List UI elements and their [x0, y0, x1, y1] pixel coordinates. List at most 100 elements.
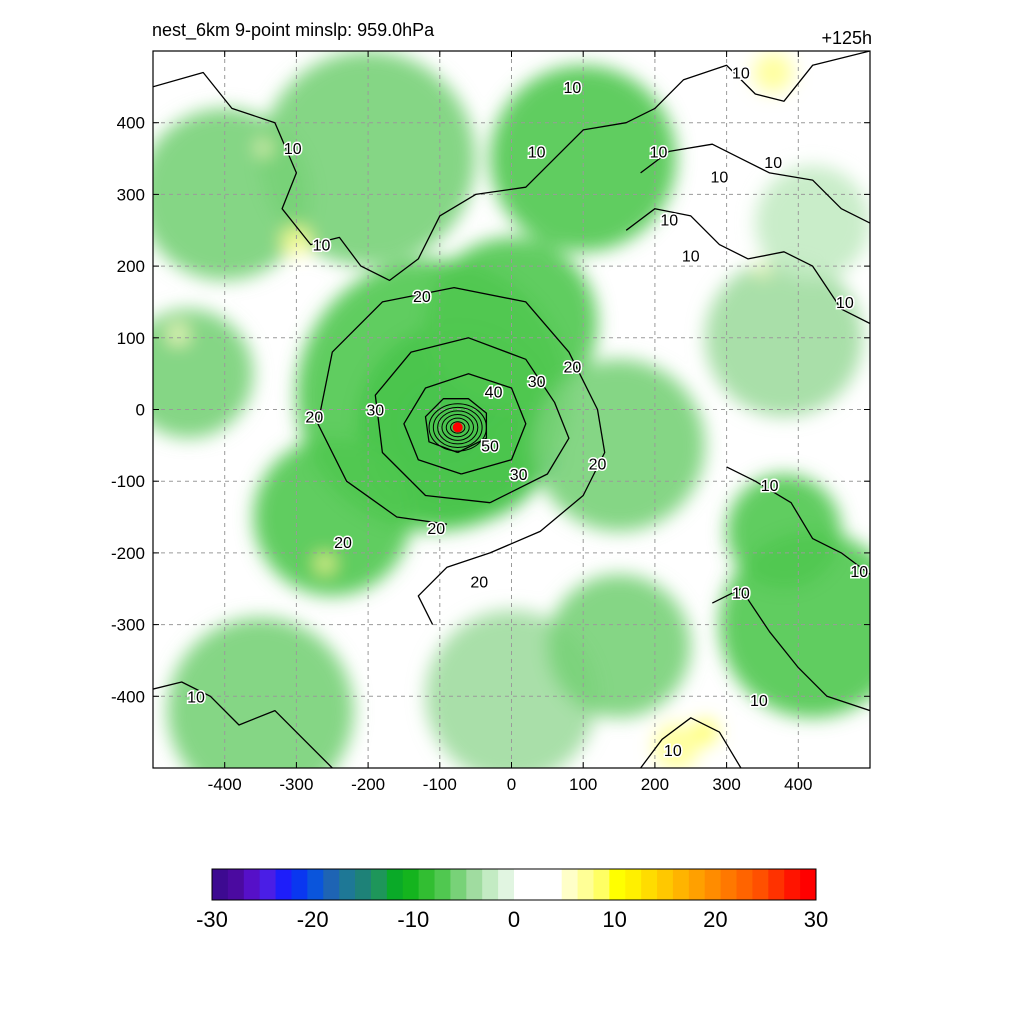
colorbar-swatch: [212, 869, 229, 900]
shading-blob: [282, 226, 311, 256]
colorbar: -30 -20 -10 0 10 20 30: [196, 868, 828, 932]
contour-label: 20: [427, 521, 445, 538]
colorbar-tick-label: -20: [297, 907, 329, 932]
colorbar-swatch: [529, 869, 547, 900]
shading-blob: [726, 474, 842, 589]
colorbar-swatch: [466, 869, 483, 900]
colorbar-swatch: [291, 869, 308, 900]
x-tick-label: 300: [712, 775, 740, 794]
contour-label: 20: [305, 410, 323, 427]
contour-line-50: [424, 398, 488, 454]
shading-blob: [692, 719, 718, 746]
colorbar-swatch: [275, 869, 292, 900]
colorbar-swatch: [450, 869, 467, 900]
colorbar-swatch: [752, 869, 769, 900]
contour-label: 10: [711, 169, 729, 186]
colorbar-swatch: [768, 869, 785, 900]
contour-label: 10: [660, 212, 678, 229]
colorbar-swatch: [704, 869, 722, 900]
shading-blob: [253, 438, 412, 596]
x-tick-label: -100: [423, 775, 457, 794]
contour-line-10: [712, 588, 870, 712]
contour-label: 10: [313, 238, 331, 255]
colorbar-tick-label: 0: [508, 907, 520, 932]
chart-title: nest_6km 9-point minslp: 959.0hPa: [152, 20, 435, 40]
colorbar-swatch: [259, 869, 277, 900]
colorbar-swatch: [577, 869, 594, 900]
contour-label: 10: [750, 693, 768, 710]
colorbar-swatch: [784, 869, 801, 900]
shading-blob: [168, 324, 189, 345]
contour-label: 10: [664, 743, 682, 760]
colorbar-swatch: [418, 869, 436, 900]
shading-blob: [755, 165, 870, 281]
shaded-field: [153, 51, 870, 768]
shading-blob: [256, 140, 272, 155]
contour-label: 40: [485, 385, 503, 402]
contour-label: 10: [761, 478, 779, 495]
contour-labels: 10 10 10 10 10 10 10 10 10 10 10 10 10 10 10 10 10 20 20 20…: [186, 64, 870, 762]
contour-label: 10: [732, 66, 750, 83]
contour-label: 10: [850, 564, 868, 581]
eye-contour-ring: [432, 406, 483, 449]
shading-blob: [167, 617, 354, 768]
contour-line-10: [640, 717, 742, 768]
eye-contour-ring: [445, 417, 470, 438]
y-tick-label: -400: [111, 687, 145, 706]
shading-blob: [705, 258, 863, 417]
y-tick-label: -300: [111, 616, 145, 635]
colorbar-swatch: [641, 869, 658, 900]
contour-line-10: [625, 208, 870, 325]
contour-label: 30: [510, 467, 528, 484]
contour-label: 10: [528, 144, 546, 161]
contour-line-40: [403, 373, 527, 475]
contour-lines: [153, 51, 870, 768]
shading-blob: [316, 555, 334, 573]
colorbar-swatch: [609, 869, 626, 900]
shading-blob: [755, 262, 770, 277]
y-tick-label: 400: [117, 114, 145, 133]
x-tick-label: -200: [351, 775, 385, 794]
colorbar-swatch: [593, 869, 610, 900]
contour-label: 20: [470, 575, 488, 592]
x-tick-label: 200: [641, 775, 669, 794]
colorbar-swatch: [625, 869, 642, 900]
contour-line-10: [726, 466, 870, 575]
contour-label: 10: [682, 248, 700, 265]
colorbar-tick-label: -30: [196, 907, 228, 932]
contour-line-10: [153, 681, 333, 768]
contour-label: 30: [528, 374, 546, 391]
colorbar-swatch: [514, 869, 531, 900]
contour-label: 10: [764, 155, 782, 172]
x-tick-label: 100: [569, 775, 597, 794]
colorbar-swatch: [323, 869, 340, 900]
colorbar-swatch: [688, 869, 706, 900]
contour-label: 10: [836, 295, 854, 312]
contour-label: 20: [564, 359, 582, 376]
colorbar-tick-label: -10: [397, 907, 429, 932]
storm-center-marker: [452, 422, 463, 433]
colorbar-swatch: [498, 869, 515, 900]
contour-line-30: [374, 337, 570, 504]
storm-center: [452, 422, 463, 433]
shading-blob: [533, 359, 706, 532]
colorbar-swatch: [307, 869, 324, 900]
contour-label: 30: [366, 403, 384, 420]
shading-blob: [547, 574, 691, 718]
colorbar-swatch: [482, 869, 499, 900]
y-tick-label: 100: [117, 329, 145, 348]
colorbar-swatch: [800, 869, 817, 900]
colorbar-swatch: [736, 869, 753, 900]
contour-label: 20: [334, 535, 352, 552]
colorbar-swatch: [672, 869, 690, 900]
eye-contour-ring: [441, 414, 474, 441]
colorbar-frame: [211, 868, 817, 901]
colorbar-swatch: [243, 869, 261, 900]
contour-line-10: [153, 51, 870, 282]
colorbar-swatch: [386, 869, 404, 900]
colorbar-swatch: [434, 869, 451, 900]
axes: -400 -300 -200 -100 0 100 200 300 40040030020010…: [111, 51, 870, 794]
forecast-hour-label: +125h: [821, 28, 872, 48]
y-tick-label: 0: [136, 401, 145, 420]
